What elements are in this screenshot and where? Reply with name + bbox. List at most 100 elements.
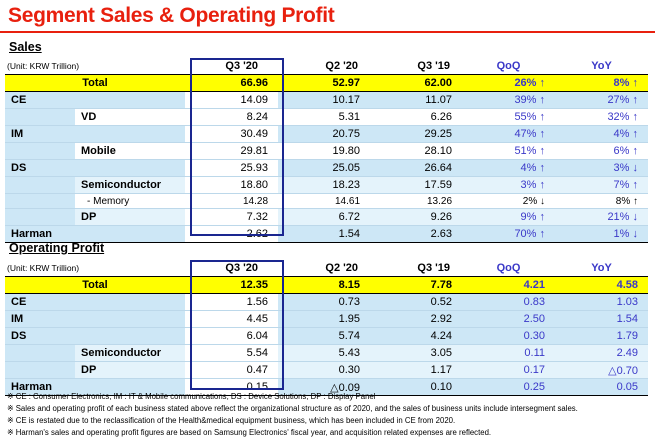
cell: 6.72 — [278, 208, 371, 226]
cell: 21% ↓ — [555, 208, 649, 226]
col-header: QoQ — [462, 260, 556, 277]
row-label: DP — [75, 361, 186, 379]
table-row: DS 6.04 5.74 4.24 0.30 1.79 — [5, 327, 649, 345]
q3-highlight-box — [190, 58, 284, 236]
col-header: YoY — [555, 260, 649, 277]
op-heading: Operating Profit — [9, 241, 105, 255]
cell: 0.25 — [462, 378, 556, 396]
table-row: VD 8.24 5.31 6.26 55% ↑ 32% ↑ — [5, 108, 649, 126]
row-label: CE — [5, 91, 186, 109]
cell: 5.54 — [185, 344, 279, 362]
cell: 11.07 — [370, 91, 463, 109]
cell: 7% ↑ — [555, 176, 649, 194]
table-row: Harman 2.62 1.54 2.63 70% ↑ 1% ↓ — [5, 225, 649, 243]
table-row: DP 7.32 6.72 9.26 9% ↑ 21% ↓ — [5, 208, 649, 226]
cell: 12.35 — [185, 276, 279, 294]
table-row: CE 1.56 0.73 0.52 0.83 1.03 — [5, 293, 649, 311]
cell: 29.25 — [370, 125, 463, 143]
row-label: CE — [5, 293, 186, 311]
row-label: Total — [5, 74, 186, 92]
cell: 8% ↑ — [555, 193, 649, 209]
cell: 26% ↑ — [462, 74, 556, 92]
cell: 6.26 — [370, 108, 463, 126]
cell: 0.47 — [185, 361, 279, 379]
row-label: DS — [5, 327, 186, 345]
sales-heading: Sales — [9, 40, 42, 54]
cell: 8.24 — [185, 108, 279, 126]
cell: 39% ↑ — [462, 91, 556, 109]
cell: 55% ↑ — [462, 108, 556, 126]
table-row: DS 25.93 25.05 26.64 4% ↑ 3% ↓ — [5, 159, 649, 177]
cell: 1.03 — [555, 293, 649, 311]
cell: 2.50 — [462, 310, 556, 328]
cell: 10.17 — [278, 91, 371, 109]
table-row: IM 30.49 20.75 29.25 47% ↑ 4% ↑ — [5, 125, 649, 143]
footnote: ※ Sales and operating profit of each bus… — [7, 404, 578, 413]
row-label: Semiconductor — [75, 344, 186, 362]
cell: 27% ↑ — [555, 91, 649, 109]
cell: 2% ↓ — [462, 193, 556, 209]
cell: 6.04 — [185, 327, 279, 345]
row-label: Total — [5, 276, 186, 294]
sales-table: (Unit: KRW Trillion) Q3 '20 Q2 '20 Q3 '1… — [5, 58, 649, 243]
table-row: CE 14.09 10.17 11.07 39% ↑ 27% ↑ — [5, 91, 649, 109]
cell: 9% ↑ — [462, 208, 556, 226]
cell: 2.49 — [555, 344, 649, 362]
cell: 13.26 — [370, 193, 463, 209]
row-label: DS — [5, 159, 186, 177]
cell: 62.00 — [370, 74, 463, 92]
op-unit: (Unit: KRW Trillion) — [5, 260, 186, 277]
footnote: ※ CE is restated due to the reclassifica… — [7, 416, 456, 425]
cell: 2.92 — [370, 310, 463, 328]
cell: 7.78 — [370, 276, 463, 294]
cell: 4% ↑ — [555, 125, 649, 143]
table-row: Total 66.96 52.97 62.00 26% ↑ 8% ↑ — [5, 74, 649, 92]
cell: 5.31 — [278, 108, 371, 126]
cell: 14.28 — [185, 193, 279, 209]
cell: 0.17 — [462, 361, 556, 379]
cell: 0.11 — [462, 344, 556, 362]
cell: 29.81 — [185, 142, 279, 160]
cell: 4.21 — [462, 276, 556, 294]
table-row: Mobile 29.81 19.80 28.10 51% ↑ 6% ↑ — [5, 142, 649, 160]
row-label: VD — [75, 108, 186, 126]
col-header: QoQ — [462, 58, 556, 75]
cell: 14.61 — [278, 193, 371, 209]
cell: 9.26 — [370, 208, 463, 226]
cell: 8.15 — [278, 276, 371, 294]
cell: 8% ↑ — [555, 74, 649, 92]
cell: 20.75 — [278, 125, 371, 143]
row-label: Semiconductor — [75, 176, 186, 194]
cell: 1.95 — [278, 310, 371, 328]
row-label: - Memory — [75, 193, 186, 209]
cell: 0.83 — [462, 293, 556, 311]
cell: 18.80 — [185, 176, 279, 194]
row-label: IM — [5, 125, 186, 143]
table-row: - Memory 14.28 14.61 13.26 2% ↓ 8% ↑ — [5, 193, 649, 209]
page-title: Segment Sales & Operating Profit — [8, 4, 335, 27]
cell: 5.74 — [278, 327, 371, 345]
cell: 3% ↑ — [462, 176, 556, 194]
q3-highlight-box — [190, 260, 284, 390]
row-label: Harman — [5, 378, 186, 396]
cell: 3% ↓ — [555, 159, 649, 177]
col-header: Q2 '20 — [278, 260, 371, 277]
cell: 1.17 — [370, 361, 463, 379]
cell: 2.63 — [370, 225, 463, 243]
cell: △0.09 — [278, 378, 371, 396]
cell: 0.73 — [278, 293, 371, 311]
cell: 3.05 — [370, 344, 463, 362]
footnote: ※ Harman's sales and operating profit fi… — [7, 428, 492, 437]
table-row: Semiconductor 5.54 5.43 3.05 0.11 2.49 — [5, 344, 649, 362]
row-label: DP — [75, 208, 186, 226]
cell: 0.52 — [370, 293, 463, 311]
table-row: Semiconductor 18.80 18.23 17.59 3% ↑ 7% … — [5, 176, 649, 194]
cell: 4.45 — [185, 310, 279, 328]
table-row: Total 12.35 8.15 7.78 4.21 4.58 — [5, 276, 649, 294]
cell: 1.54 — [278, 225, 371, 243]
footnotes: ※ CE : Consumer Electronics, IM : IT & M… — [7, 391, 578, 439]
cell: 28.10 — [370, 142, 463, 160]
col-header: Q3 '19 — [370, 260, 463, 277]
col-header: Q3 '19 — [370, 58, 463, 75]
cell: 47% ↑ — [462, 125, 556, 143]
